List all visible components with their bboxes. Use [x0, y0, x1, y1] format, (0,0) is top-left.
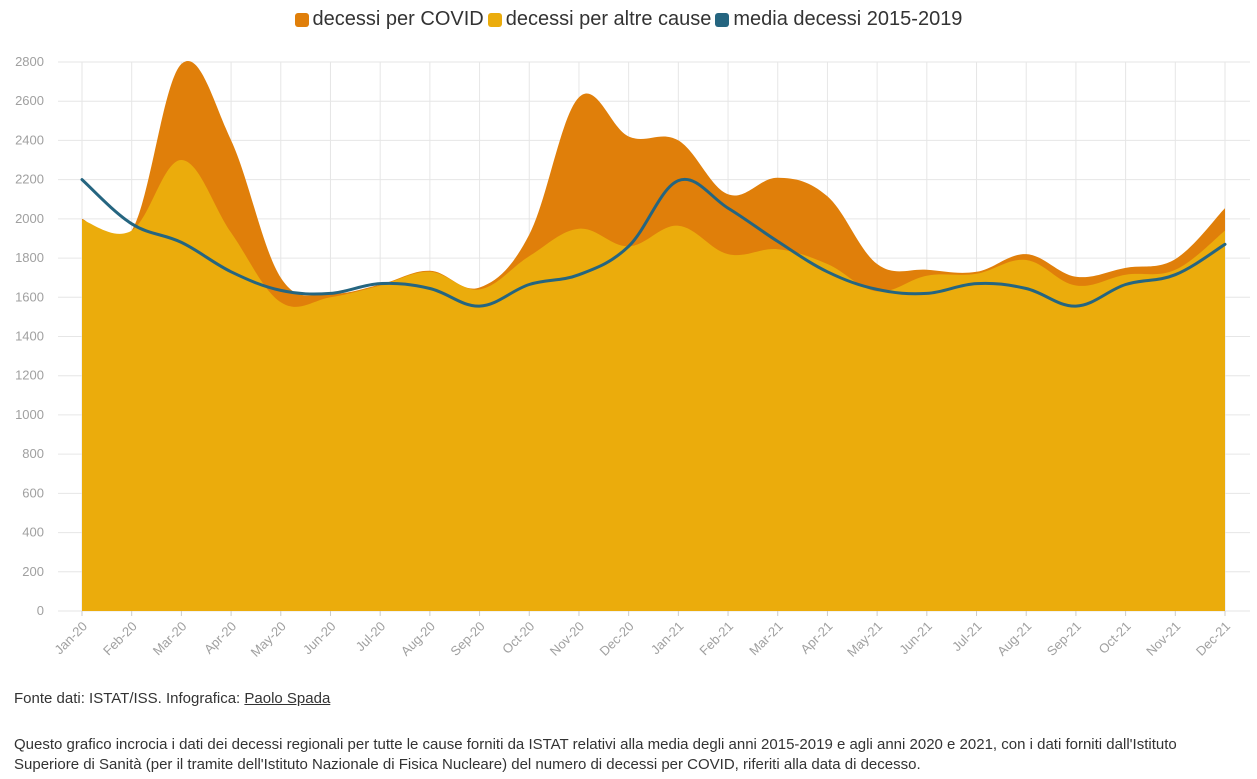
x-tick-label: Aug-21	[994, 619, 1034, 659]
area-decessi-altre-cause[interactable]	[82, 159, 1225, 612]
legend-swatch-covid	[294, 12, 309, 27]
x-tick-label: Nov-21	[1143, 619, 1183, 659]
y-tick-label: 2800	[15, 54, 44, 69]
y-tick-label: 800	[22, 446, 44, 461]
chart-legend: decessi per COVID decessi per altre caus…	[0, 8, 1257, 31]
x-tick-label: Mar-20	[150, 619, 190, 659]
author-link[interactable]: Paolo Spada	[244, 690, 331, 707]
y-tick-label: 1600	[15, 289, 44, 304]
x-tick-label: Feb-20	[100, 619, 140, 659]
x-tick-label: Aug-20	[398, 619, 438, 659]
source-line: Fonte dati: ISTAT/ISS. Infografica: Paol…	[14, 690, 330, 707]
x-tick-label: Mar-21	[746, 619, 786, 659]
x-tick-label: Jan-21	[648, 619, 687, 658]
y-tick-label: 400	[22, 525, 44, 540]
y-tick-label: 0	[37, 603, 44, 618]
y-tick-label: 200	[22, 564, 44, 579]
line-media-decessi[interactable]	[80, 177, 1227, 308]
x-tick-label: Apr-20	[201, 619, 239, 657]
y-tick-label: 1400	[15, 329, 44, 344]
legend-swatch-average	[715, 12, 730, 27]
x-tick-label: Oct-20	[499, 619, 537, 657]
x-axis: Jan-20 Feb-20 Mar-20 Apr-20 May-20 Jun-20 Jul-…	[51, 611, 1233, 660]
y-tick-label: 2000	[15, 211, 44, 226]
legend-item-other-causes[interactable]: decessi per altre cause	[487, 8, 712, 31]
chart-area: 0 200 400 600 800 1000 1200 1400 1600 1800 2000 220…	[15, 54, 1250, 660]
y-tick-label: 1200	[15, 368, 44, 383]
y-axis: 0 200 400 600 800 1000 1200 1400 1600 1800 2000 220…	[15, 54, 44, 618]
legend-label-average: media decessi 2015-2019	[733, 8, 963, 30]
y-tick-label: 1000	[15, 407, 44, 422]
source-text: Fonte dati: ISTAT/ISS. Infografica:	[14, 690, 245, 707]
legend-swatch-other-causes	[487, 12, 502, 27]
area-layer	[82, 61, 1225, 612]
x-tick-label: Jul-20	[353, 619, 389, 655]
x-tick-label: May-20	[248, 619, 289, 660]
y-tick-label: 600	[22, 485, 44, 500]
legend-item-covid[interactable]: decessi per COVID	[294, 8, 484, 31]
legend-label-covid: decessi per COVID	[312, 8, 484, 30]
y-tick-label: 2400	[15, 132, 44, 147]
line-layer	[80, 177, 1227, 308]
y-tick-label: 2600	[15, 93, 44, 108]
x-tick-label: Feb-21	[696, 619, 736, 659]
y-tick-label: 1800	[15, 250, 44, 265]
x-tick-label: Jun-20	[300, 619, 339, 658]
x-tick-label: Jun-21	[896, 619, 935, 658]
x-tick-label: Jul-21	[949, 619, 985, 655]
x-tick-label: Apr-21	[797, 619, 835, 657]
legend-item-average[interactable]: media decessi 2015-2019	[715, 8, 962, 31]
y-tick-label: 2200	[15, 172, 44, 187]
x-tick-label: May-21	[844, 619, 885, 660]
chart-description: Questo grafico incrocia i dati dei deces…	[14, 736, 1177, 773]
legend-label-other-causes: decessi per altre cause	[505, 8, 712, 30]
x-tick-label: Sep-20	[447, 619, 487, 659]
x-tick-label: Nov-20	[547, 619, 587, 659]
x-tick-label: Dec-20	[597, 619, 637, 659]
x-tick-label: Jan-20	[51, 619, 90, 658]
x-tick-label: Sep-21	[1044, 619, 1084, 659]
x-tick-label: Oct-21	[1096, 619, 1134, 657]
x-tick-label: Dec-21	[1193, 619, 1233, 659]
